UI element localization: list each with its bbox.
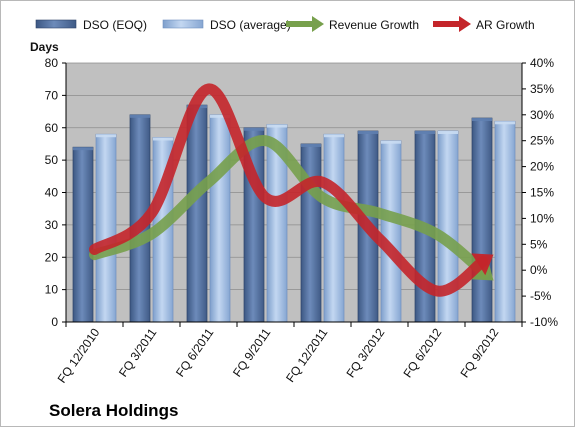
legend-label-dso-eoq: DSO (EOQ) — [83, 18, 147, 32]
y2-tick-label: 0% — [530, 263, 548, 277]
y2-tick-labels: -10% -5% 0% 5% 10% 15% 20% 25% 30% 35% 40% — [530, 56, 558, 329]
legend-label-revenue-growth: Revenue Growth — [329, 18, 419, 32]
bar-dso-eoq-cap — [73, 147, 93, 151]
bar-dso-average-cap — [381, 140, 401, 144]
growth-lines — [89, 83, 494, 297]
y-tick-label: 0 — [51, 315, 58, 329]
line-ar-growth — [89, 83, 489, 297]
legend-arrow-revenue-growth — [286, 16, 324, 32]
y-tick-label: 30 — [45, 218, 59, 232]
legend: DSO (EOQ) DSO (average) Revenue Growth A… — [35, 16, 535, 32]
bar-dso-average-cap — [96, 134, 116, 138]
y-tick-label: 20 — [45, 250, 59, 264]
bar-dso-average-cap — [210, 114, 230, 118]
legend-item-revenue-growth: Revenue Growth — [286, 16, 419, 32]
bar-dso-average — [323, 133, 345, 323]
x-tick-label: FQ 6/2011 — [173, 325, 217, 379]
y-tick-label: 60 — [45, 121, 59, 135]
bar-dso-eoq-cap — [301, 143, 321, 147]
y-tick-label: 50 — [45, 153, 59, 167]
legend-swatch-dso-average — [162, 19, 204, 29]
bar-dso-average — [494, 120, 516, 323]
legend-item-ar-growth: AR Growth — [433, 16, 535, 32]
bar-dso-eoq-cap — [415, 130, 435, 134]
bar-dso-eoq — [72, 146, 94, 323]
bar-dso-eoq — [186, 104, 208, 323]
x-tick-label: FQ 12/2011 — [283, 325, 330, 384]
y2-tick-label: -10% — [530, 315, 558, 329]
y-tick-label: 10 — [45, 283, 59, 297]
bar-dso-average-cap — [324, 134, 344, 138]
bar-dso-average-cap — [267, 124, 287, 128]
legend-swatch-dso-eoq — [35, 19, 77, 29]
legend-label-dso-average: DSO (average) — [210, 18, 291, 32]
y-tick-labels: 0 10 20 30 40 50 60 70 80 — [45, 56, 59, 329]
arrowhead-ar-growth — [471, 253, 494, 276]
y2-tick-label: 10% — [530, 211, 554, 225]
y2-tick-label: 30% — [530, 108, 554, 122]
bar-dso-eoq-cap — [472, 118, 492, 122]
x-tick-label: FQ 9/2011 — [230, 325, 274, 379]
line-revenue-growth — [89, 135, 490, 279]
company-name: Solera Holdings — [49, 401, 178, 420]
legend-label-ar-growth: AR Growth — [476, 18, 535, 32]
y2-tick-label: 25% — [530, 134, 554, 148]
bar-dso-eoq-cap — [358, 130, 378, 134]
x-tick-label: FQ 3/2012 — [343, 325, 387, 380]
legend-item-dso-eoq: DSO (EOQ) — [35, 18, 147, 32]
y2-tick-label: 20% — [530, 160, 554, 174]
x-tick-label: FQ 6/2012 — [400, 325, 444, 380]
y-axis-title: Days — [30, 40, 59, 54]
bar-dso-average — [380, 140, 402, 323]
y-tick-label: 70 — [45, 88, 59, 102]
bar-dso-average-cap — [495, 121, 515, 125]
bar-dso-average-cap — [438, 130, 458, 134]
x-tick-label: FQ 9/2012 — [457, 325, 501, 380]
y-tick-label: 80 — [45, 56, 59, 70]
y2-tick-label: -5% — [530, 289, 552, 303]
bar-dso-eoq-cap — [244, 127, 264, 131]
y2-tick-label: 40% — [530, 56, 554, 70]
y-tick-label: 40 — [45, 186, 59, 200]
legend-item-dso-average: DSO (average) — [162, 18, 291, 32]
x-tick-labels: FQ 12/2010 FQ 3/2011 FQ 6/2011 FQ 9/2011 FQ … — [55, 325, 502, 385]
y2-tick-label: 35% — [530, 82, 554, 96]
bar-dso-eoq-cap — [130, 114, 150, 118]
y2-tick-label: 5% — [530, 237, 548, 251]
legend-arrow-ar-growth — [433, 16, 471, 32]
bar-dso-eoq — [471, 117, 493, 323]
bar-dso-average — [95, 133, 117, 323]
bar-dso-average — [209, 114, 231, 323]
y2-tick-label: 15% — [530, 186, 554, 200]
bar-dso-average-cap — [153, 137, 173, 141]
axes — [62, 62, 526, 327]
x-tick-label: FQ 3/2011 — [116, 325, 160, 379]
x-tick-label: FQ 12/2010 — [55, 325, 103, 385]
